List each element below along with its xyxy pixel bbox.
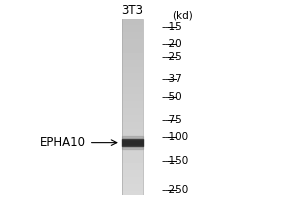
Text: 3T3: 3T3: [122, 4, 143, 17]
Text: EPHA10: EPHA10: [40, 136, 86, 149]
Text: --15: --15: [162, 22, 182, 32]
Text: --37: --37: [162, 74, 182, 84]
Text: --150: --150: [162, 156, 189, 166]
Bar: [122, 139, 143, 146]
Text: (kd): (kd): [172, 11, 193, 21]
Text: --50: --50: [162, 92, 182, 102]
Text: --25: --25: [162, 52, 182, 62]
Text: --250: --250: [162, 185, 189, 195]
Bar: [122, 146, 143, 149]
Bar: [122, 136, 143, 139]
Text: --100: --100: [162, 132, 189, 142]
Text: --20: --20: [162, 39, 182, 49]
Text: --75: --75: [162, 115, 182, 125]
